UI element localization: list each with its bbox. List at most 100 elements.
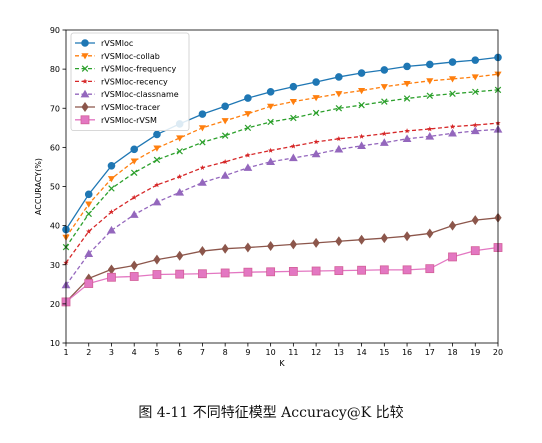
data-point	[199, 139, 206, 146]
data-point	[221, 102, 229, 111]
data-point	[107, 225, 116, 234]
data-point	[471, 74, 479, 81]
legend-entry-0: rVSMloc	[75, 39, 133, 48]
accuracy-line-chart: 1 2 3 4 5 6 7 8 9 10 11 12 13 14 15 16 17 18 19 20102030405…	[34, 26, 503, 368]
figure-caption: 图 4-11 不同特征模型 Accuracy@K 比较	[138, 405, 404, 421]
legend-box	[70, 32, 190, 131]
data-point	[448, 76, 457, 83]
x-marker-stroke	[449, 90, 456, 97]
data-point	[471, 56, 480, 64]
data-point	[107, 176, 116, 183]
x-tick-label: 11	[288, 348, 298, 357]
data-point	[129, 210, 139, 218]
data-point	[381, 130, 387, 136]
data-point	[472, 122, 478, 128]
legend-marker	[81, 102, 89, 112]
x-marker-stroke	[108, 185, 115, 192]
legend-entry-3: rVSMloc-recency	[75, 77, 168, 86]
data-point	[245, 152, 251, 158]
data-point	[153, 156, 161, 164]
series-line	[65, 73, 499, 238]
data-point	[244, 94, 252, 102]
data-point	[153, 254, 161, 265]
data-point	[84, 190, 93, 199]
x-marker-stroke	[426, 92, 434, 99]
data-point	[153, 130, 161, 139]
data-point	[312, 237, 320, 248]
data-point	[176, 250, 184, 261]
data-point	[425, 132, 435, 140]
data-point	[108, 209, 115, 215]
data-point	[243, 267, 253, 277]
x-tick-label: 15	[379, 348, 389, 357]
data-point	[108, 185, 115, 192]
x-marker-stroke	[335, 105, 343, 112]
data-point	[244, 124, 252, 132]
x-tick-label: 1	[63, 348, 68, 357]
data-point	[334, 266, 344, 276]
data-point	[403, 95, 411, 102]
data-point	[426, 78, 434, 85]
data-point	[311, 149, 321, 158]
x-marker-stroke	[358, 101, 365, 109]
data-point	[130, 260, 138, 271]
x-marker-stroke	[85, 210, 92, 218]
data-point	[448, 252, 457, 262]
data-point	[336, 135, 342, 142]
x-marker-stroke	[312, 109, 320, 117]
data-point	[402, 134, 412, 142]
data-point	[154, 182, 160, 188]
data-point	[335, 91, 343, 98]
data-point	[380, 66, 389, 74]
data-point	[177, 173, 183, 179]
data-point	[403, 231, 411, 242]
data-point	[472, 88, 479, 96]
x-marker-stroke	[381, 98, 388, 105]
data-point	[449, 123, 456, 129]
series-line	[65, 122, 499, 264]
data-point	[130, 158, 138, 165]
series-3	[63, 120, 501, 266]
data-point	[244, 111, 252, 118]
y-tick-label: 80	[50, 65, 60, 74]
data-point	[130, 145, 139, 154]
y-tick-label: 40	[50, 222, 60, 231]
series-2	[62, 86, 502, 251]
data-point	[448, 128, 457, 137]
series-5	[62, 212, 502, 307]
data-point	[267, 240, 275, 251]
x-tick-label: 7	[200, 348, 205, 357]
series-0	[62, 53, 502, 234]
x-tick-label: 18	[447, 348, 457, 357]
data-point	[448, 220, 457, 231]
data-point	[334, 144, 344, 153]
data-point	[288, 153, 298, 162]
x-marker-stroke	[267, 118, 274, 126]
data-point	[198, 269, 207, 279]
data-point	[85, 201, 93, 208]
y-tick-label: 20	[50, 300, 60, 309]
legend-label: rVSMloc-tracer	[101, 103, 161, 112]
legend-label: rVSMloc	[101, 39, 133, 48]
x-marker-stroke	[176, 148, 183, 155]
x-tick-label: 9	[245, 348, 250, 357]
data-point	[129, 272, 139, 281]
y-axis-title: ACCURACY(%)	[34, 158, 43, 215]
series-1	[62, 71, 502, 241]
data-point	[199, 164, 206, 170]
y-tick-label: 30	[50, 261, 60, 270]
data-point	[427, 126, 433, 132]
data-point	[198, 110, 207, 118]
x-marker-stroke	[199, 139, 206, 146]
legend-marker	[81, 39, 89, 47]
data-point	[266, 267, 276, 277]
data-point	[380, 84, 388, 91]
data-point	[449, 90, 456, 97]
data-point	[290, 114, 297, 122]
legend-marker	[81, 53, 89, 60]
data-point	[379, 265, 389, 275]
axes: 1 2 3 4 5 6 7 8 9 10 11 12 13 14 15 16 17 18 19 20102030405…	[34, 26, 503, 368]
data-point	[244, 242, 252, 253]
legend-label: rVSMloc-classname	[101, 90, 179, 99]
data-point	[448, 58, 457, 66]
